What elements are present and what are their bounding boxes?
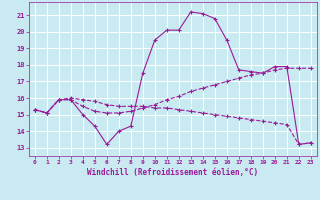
X-axis label: Windchill (Refroidissement éolien,°C): Windchill (Refroidissement éolien,°C) [87,168,258,177]
